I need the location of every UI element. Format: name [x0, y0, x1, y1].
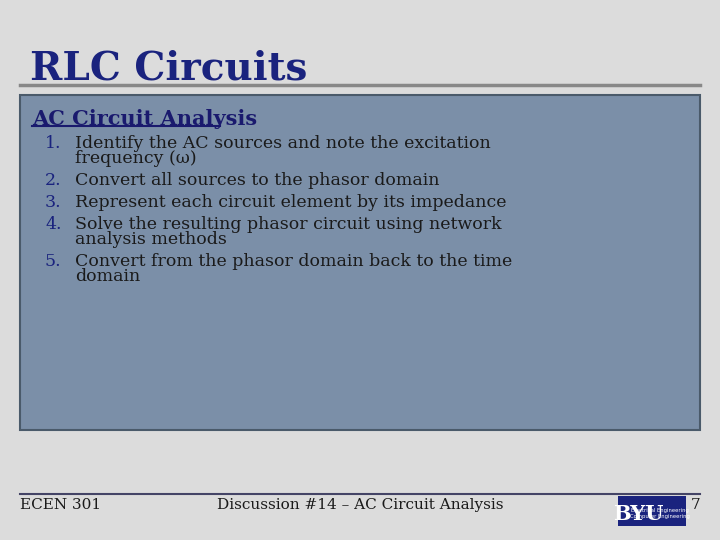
Text: frequency (ω): frequency (ω) — [75, 150, 197, 167]
Text: Identify the AC sources and note the excitation: Identify the AC sources and note the exc… — [75, 135, 491, 152]
Text: domain: domain — [75, 268, 140, 285]
Text: Discussion #14 – AC Circuit Analysis: Discussion #14 – AC Circuit Analysis — [217, 498, 503, 512]
Text: Convert from the phasor domain back to the time: Convert from the phasor domain back to t… — [75, 253, 512, 270]
Text: analysis methods: analysis methods — [75, 231, 227, 248]
Text: Convert all sources to the phasor domain: Convert all sources to the phasor domain — [75, 172, 439, 189]
Text: Solve the resulting phasor circuit using network: Solve the resulting phasor circuit using… — [75, 216, 502, 233]
Text: AC Circuit Analysis: AC Circuit Analysis — [32, 109, 257, 129]
FancyBboxPatch shape — [618, 496, 686, 526]
Text: 7: 7 — [690, 498, 700, 512]
Text: RLC Circuits: RLC Circuits — [30, 50, 307, 88]
Text: 2.: 2. — [45, 172, 62, 189]
Text: 1.: 1. — [45, 135, 61, 152]
Text: 3.: 3. — [45, 194, 62, 211]
Text: Represent each circuit element by its impedance: Represent each circuit element by its im… — [75, 194, 506, 211]
Text: 4.: 4. — [45, 216, 61, 233]
Text: 5.: 5. — [45, 253, 62, 270]
Text: ECEN 301: ECEN 301 — [20, 498, 101, 512]
FancyBboxPatch shape — [20, 95, 700, 430]
Text: BYU: BYU — [613, 504, 663, 524]
Text: Electrical Engineering
Computer Engineering: Electrical Engineering Computer Engineer… — [630, 508, 690, 519]
